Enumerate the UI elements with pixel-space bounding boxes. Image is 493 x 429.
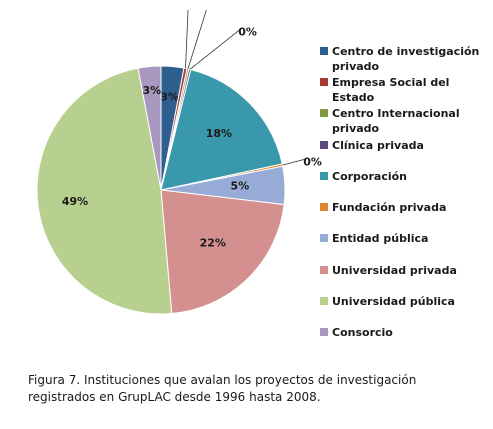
data-label-corporacion: 18% <box>206 127 232 140</box>
legend-swatch <box>320 203 328 211</box>
legend-label: Clínica privada <box>332 139 424 152</box>
legend-item-entidad-publica: Entidad pública <box>320 231 480 246</box>
pie-slice-universidad-privada <box>160 189 285 315</box>
legend-item-fundacion-privada: Fundación privada <box>320 200 480 215</box>
legend-item-corporacion: Corporación <box>320 169 480 184</box>
legend-item-universidad-publica: Universidad pública <box>320 294 480 309</box>
leader-line-clinica-privada <box>189 27 242 70</box>
caption-line-1: Figura 7. Instituciones que avalan los p… <box>28 373 417 387</box>
data-label-empresa-social-del-estado: 0% <box>169 10 188 12</box>
legend-label: Corporación <box>332 170 408 183</box>
legend-label: Centro Internacional privado <box>332 107 460 135</box>
leader-line-centro-internacional-privado <box>187 10 207 70</box>
legend-item-centro-internacional-privado: Centro Internacional privado <box>320 106 480 136</box>
legend-item-clinica-privada: Clínica privada <box>320 138 480 153</box>
data-label-centro-de-investigacion-privado: 3% <box>160 90 179 103</box>
pie-slice-corporacion <box>160 69 283 191</box>
legend-label: Universidad privada <box>332 264 457 277</box>
data-label-entidad-publica: 5% <box>231 180 250 193</box>
figure-caption: Figura 7. Instituciones que avalan los p… <box>28 372 478 406</box>
chart-area: 3% 0% 0% 0% 18% 0% 5% 22% 49% 3% Centro de invest… <box>10 10 483 360</box>
legend-label: Universidad pública <box>332 295 455 308</box>
pie-slice-universidad-publica <box>36 67 173 315</box>
data-label-centro-internacional-privado: 0% <box>206 10 225 11</box>
caption-line-2: registrados en GrupLAC desde 1996 hasta … <box>28 390 321 404</box>
legend-swatch <box>320 328 328 336</box>
legend-item-universidad-privada: Universidad privada <box>320 263 480 278</box>
legend-swatch <box>320 297 328 305</box>
legend-swatch <box>320 141 328 149</box>
legend-swatch <box>320 109 328 117</box>
leader-line-fundacion-privada <box>282 158 307 166</box>
data-label-universidad-publica: 49% <box>62 195 88 208</box>
legend-swatch <box>320 234 328 242</box>
legend-swatch <box>320 47 328 55</box>
legend-swatch <box>320 172 328 180</box>
legend-label: Centro de investigación privado <box>332 45 480 73</box>
pie-chart: 3% 0% 0% 0% 18% 0% 5% 22% 49% 3% <box>36 10 322 315</box>
legend-label: Consorcio <box>332 326 393 339</box>
legend-item-empresa-social-del-estado: Empresa Social del Estado <box>320 75 480 105</box>
legend-item-centro-de-investigacion-privado: Centro de investigación privado <box>320 44 480 74</box>
legend-label: Empresa Social del Estado <box>332 76 450 104</box>
legend-swatch <box>320 78 328 86</box>
data-label-fundacion-privada: 0% <box>303 156 322 169</box>
leader-line-empresa-social-del-estado <box>185 10 189 69</box>
legend-item-consorcio: Consorcio <box>320 325 480 340</box>
legend-swatch <box>320 266 328 274</box>
legend-label: Fundación privada <box>332 201 447 214</box>
pie-slice-consorcio <box>137 65 162 191</box>
data-label-consorcio: 3% <box>142 84 161 97</box>
legend-label: Entidad pública <box>332 232 429 245</box>
data-label-clinica-privada: 0% <box>238 25 257 38</box>
data-label-universidad-privada: 22% <box>200 236 226 249</box>
